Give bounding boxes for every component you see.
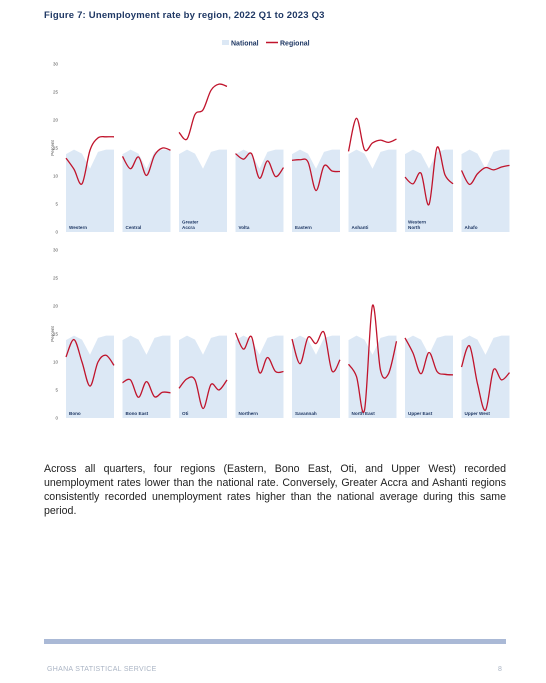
national-area [122,149,171,232]
national-area [122,335,171,418]
footer-organization: GHANA STATISTICAL SERVICE [47,666,157,673]
regional-line [178,83,228,141]
page-number: 8 [498,666,502,673]
national-area [179,335,227,418]
y-tick-label: 20 [53,118,59,123]
regional-line [460,345,510,411]
figure-title: Figure 7: Unemployment rate by region, 2… [44,10,325,21]
regional-line [121,147,171,177]
regional-unemployment-chart: National Regional 0 5 10 15 20 25 30 Percent Weste… [50,40,510,421]
regional-line [291,330,341,373]
region-label: Upper West [465,411,491,416]
region-label: Bono East [126,411,149,416]
regional-line [234,332,284,374]
y-tick-label: 0 [55,416,58,421]
body-paragraph: Across all quarters, four regions (Easte… [44,463,506,517]
region-label: Western [69,225,87,230]
footer-bar [44,639,506,644]
region-label: Ashanti [352,225,369,230]
y-axis-label: Percent [50,139,55,155]
region-label: Volta [239,225,250,230]
y-tick-label: 30 [53,62,59,67]
region-label: Ahafo [465,225,478,230]
legend-regional-label: Regional [280,41,310,48]
national-area [405,335,453,418]
national-area [461,149,510,232]
regional-line [404,146,454,206]
regional-line [178,376,228,410]
region-label: Upper East [408,411,433,416]
regional-line [460,164,510,186]
y-tick-label: 15 [53,146,59,151]
y-tick-label: 20 [53,304,59,309]
y-tick-label: 30 [53,248,59,253]
y-tick-label: 5 [55,388,58,393]
regional-line [347,304,398,414]
y-tick-label: 25 [53,90,59,95]
y-tick-label: 25 [53,276,59,281]
legend-national-swatch [222,40,229,45]
regional-line [404,337,454,376]
national-area [235,335,284,418]
region-label: Western [408,220,426,225]
region-label: Bono [69,411,81,416]
region-label: Savannah [295,411,317,416]
y-tick-label: 5 [55,202,58,207]
y-axis-label: Percent [50,325,55,341]
region-label: Accra [182,225,195,230]
region-label: Eastern [295,225,312,230]
national-area [348,335,397,418]
region-label: North [408,225,420,230]
regional-line [347,117,397,152]
national-area [66,335,114,418]
regional-line [235,152,285,179]
region-label: Oti [182,411,188,416]
region-label: Northern [239,411,259,416]
region-label: Greater [182,220,199,225]
region-label: Central [126,225,142,230]
national-area [235,149,284,232]
regional-line [65,338,115,387]
regional-line [122,378,171,398]
regional-line [291,158,341,192]
legend-national-label: National [231,41,259,48]
y-tick-label: 15 [53,332,59,337]
y-tick-label: 0 [55,230,58,235]
national-area [461,335,510,418]
y-tick-label: 10 [53,174,59,179]
y-tick-label: 10 [53,360,59,365]
national-area [348,149,397,232]
national-area [179,149,227,232]
national-area [66,149,114,232]
national-area [405,149,453,232]
national-area [292,335,340,418]
regional-line [65,135,115,185]
region-label: North East [352,411,376,416]
